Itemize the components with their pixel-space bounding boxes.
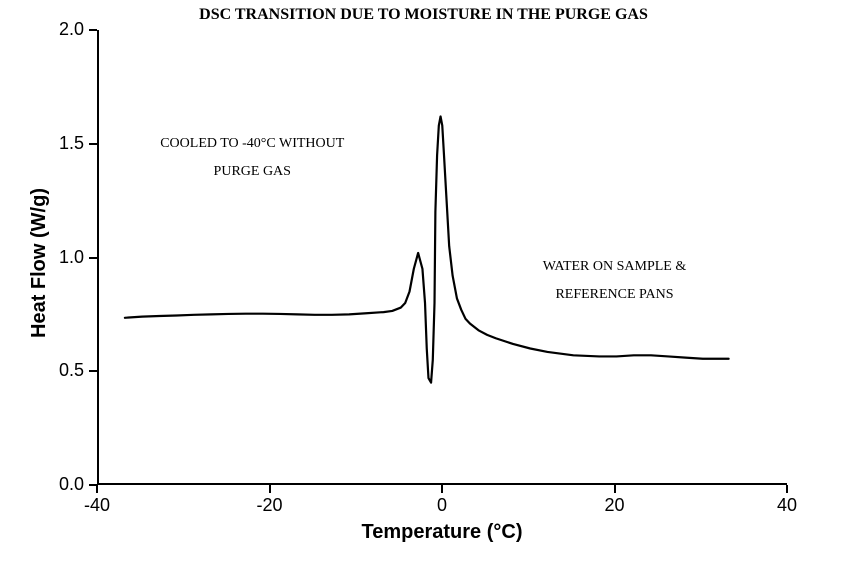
- chart-title: DSC TRANSITION DUE TO MOISTURE IN THE PU…: [0, 6, 847, 24]
- x-tick: [614, 485, 616, 493]
- x-tick-label: -40: [67, 495, 127, 516]
- y-tick: [89, 29, 97, 31]
- x-tick: [96, 485, 98, 493]
- y-tick-label: 1.0: [39, 247, 84, 268]
- x-tick-label: 0: [412, 495, 472, 516]
- x-tick: [269, 485, 271, 493]
- x-axis-label: Temperature (°C): [97, 521, 787, 544]
- x-tick-label: -20: [240, 495, 300, 516]
- y-tick-label: 0.5: [39, 360, 84, 381]
- x-tick: [441, 485, 443, 493]
- y-tick-label: 1.5: [39, 133, 84, 154]
- y-tick-label: 0.0: [39, 474, 84, 495]
- x-tick-label: 20: [585, 495, 645, 516]
- chart-annotation: WATER ON SAMPLE & REFERENCE PANS: [485, 253, 745, 309]
- y-tick: [89, 370, 97, 372]
- y-tick: [89, 143, 97, 145]
- y-tick-label: 2.0: [39, 19, 84, 40]
- chart-annotation: COOLED TO -40°C WITHOUT PURGE GAS: [122, 130, 382, 186]
- y-tick: [89, 257, 97, 259]
- x-tick: [786, 485, 788, 493]
- x-tick-label: 40: [757, 495, 817, 516]
